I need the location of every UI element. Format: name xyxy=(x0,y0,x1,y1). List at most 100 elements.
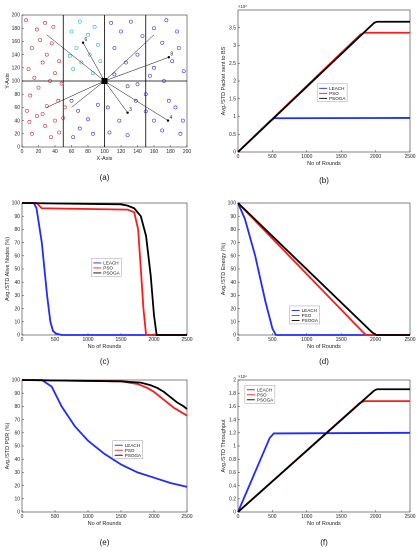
sensor-node xyxy=(44,104,49,108)
x-tick-label: 2500 xyxy=(404,514,415,520)
x-tick-label: 100 xyxy=(100,149,109,155)
sensor-node xyxy=(40,112,45,116)
y-tick-label: 10 xyxy=(14,320,20,326)
sensor-node xyxy=(152,118,156,123)
y-tick-label: 90 xyxy=(14,214,20,220)
x-tick-label: 1000 xyxy=(82,337,93,343)
panel-caption: (c) xyxy=(100,357,110,366)
sensor-node xyxy=(112,72,117,77)
x-axis-label: No of Rounds xyxy=(307,344,341,350)
sensor-node xyxy=(181,69,186,73)
y-tick-label: 20 xyxy=(14,306,20,312)
x-axis-label: No of Rounds xyxy=(88,521,122,527)
series-line-leach xyxy=(22,202,187,336)
sensor-node xyxy=(57,59,62,64)
y-tick-label: 0 xyxy=(233,150,236,156)
y-axis-label: Avg./STD Alive Nodes (%) xyxy=(5,237,11,301)
x-tick-label: 0 xyxy=(237,514,240,520)
series-line-psoga xyxy=(237,388,410,513)
sensor-node xyxy=(40,60,45,65)
base-station xyxy=(101,78,108,84)
y-axis-label: Avg./STD Throughput xyxy=(221,419,227,472)
cluster-head xyxy=(166,119,170,122)
x-tick-label: 1000 xyxy=(301,154,312,160)
chart-e: 0 500 1000 1500 2000 2500 0 10 20 30 40 50 60 70 80 90 1… xyxy=(5,378,193,547)
sensor-node xyxy=(59,81,64,86)
y-tick-label: 90 xyxy=(230,214,236,220)
sensor-node xyxy=(175,29,179,34)
y-tick-label: 0 xyxy=(17,510,20,516)
sensor-node xyxy=(86,117,90,122)
sensor-node xyxy=(24,18,28,23)
x-tick-label: 1000 xyxy=(82,514,93,520)
x-tick-label: 20 xyxy=(36,149,42,155)
sensor-node xyxy=(109,21,113,25)
x-tick-label: 2000 xyxy=(370,337,381,343)
y-tick-label: 2 xyxy=(233,79,236,85)
y-tick-label: 70 xyxy=(14,417,20,423)
y-tick-label: 1.2 xyxy=(229,431,236,437)
sensor-node xyxy=(178,131,183,136)
y-tick-label: 140 xyxy=(12,52,21,58)
sensor-node xyxy=(96,42,100,47)
sensor-node xyxy=(74,46,79,50)
plot-area xyxy=(237,9,411,153)
sensor-node xyxy=(135,52,140,57)
sensor-node xyxy=(69,98,74,103)
x-tick-label: 2500 xyxy=(181,337,192,343)
x-tick-label: 1500 xyxy=(336,337,347,343)
y-tick-label: 70 xyxy=(230,240,236,246)
y-tick-label: 2.5 xyxy=(229,61,236,67)
y-tick-label: 30 xyxy=(14,293,20,299)
y-tick-label: 40 xyxy=(14,280,20,286)
sensor-node xyxy=(30,46,34,50)
y-tick-label: 1 xyxy=(233,444,236,450)
panel-caption: (a) xyxy=(100,173,110,182)
sensor-node xyxy=(112,46,117,50)
y-tick-label: 20 xyxy=(230,306,236,312)
legend-label: LEACH xyxy=(329,86,344,91)
y-tick-label: 50 xyxy=(14,444,20,450)
x-tick-label: 1000 xyxy=(301,514,312,520)
x-tick-label: 1500 xyxy=(115,514,126,520)
plot-area xyxy=(21,379,188,513)
sensor-node xyxy=(162,79,166,83)
x-tick-label: 2500 xyxy=(181,514,192,520)
y-tick-label: 0 xyxy=(17,333,20,339)
legend-label: LEACH xyxy=(103,261,118,266)
x-axis-label: No of Rounds xyxy=(88,344,122,350)
legend-label: PSO xyxy=(125,448,135,453)
x-tick-label: 0 xyxy=(237,337,240,343)
x-axis-label: X-Axis xyxy=(97,156,113,162)
x-tick-label: 80 xyxy=(85,149,91,155)
x-tick-label: 1000 xyxy=(301,337,312,343)
x-tick-label: 140 xyxy=(133,149,142,155)
y-tick-label: 60 xyxy=(230,254,236,260)
sensor-node xyxy=(92,25,97,29)
sensor-node xyxy=(53,118,57,123)
sensor-node xyxy=(49,41,54,46)
node-series xyxy=(24,18,67,139)
cluster-head xyxy=(81,41,85,44)
x-tick-label: 120 xyxy=(117,149,126,155)
panel-caption: (b) xyxy=(319,176,329,185)
sensor-node xyxy=(91,131,95,136)
sensor-node xyxy=(143,109,148,114)
cluster-link xyxy=(82,42,105,82)
y-tick-label: 3.5 xyxy=(229,25,236,31)
y-tick-label: 20 xyxy=(14,483,20,489)
y-tick-label: 20 xyxy=(14,132,20,138)
sensor-node xyxy=(26,67,31,71)
y-tick-label: 100 xyxy=(228,201,237,207)
sensor-node xyxy=(166,98,171,103)
y-tick-label: 50 xyxy=(14,267,20,273)
sensor-node xyxy=(56,98,61,103)
y-axis-label: Y-Axis xyxy=(5,73,11,89)
cluster-label: 6 xyxy=(85,37,88,43)
x-tick-label: 2500 xyxy=(404,337,415,343)
sensor-node xyxy=(27,120,32,124)
